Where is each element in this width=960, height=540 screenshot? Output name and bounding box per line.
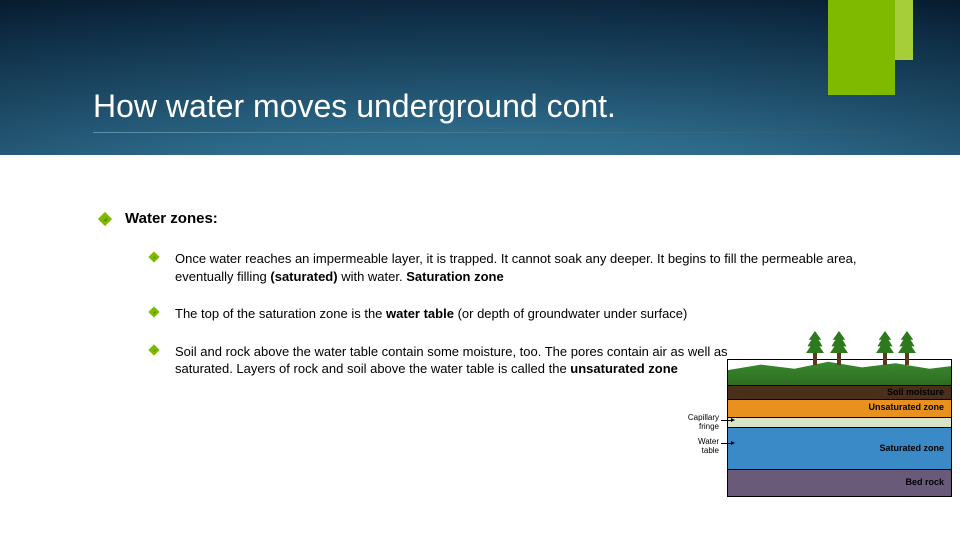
bullet-icon [148, 306, 159, 317]
bullet-icon [98, 212, 112, 226]
title-underline [93, 132, 883, 133]
label-soil-moisture: Soil moisture [887, 387, 944, 397]
tree-icon [897, 331, 917, 365]
tree-icon [829, 331, 849, 365]
bullet-icon [148, 344, 159, 355]
arrow-icon [721, 420, 731, 421]
label-capillary: Capillary fringe [677, 413, 719, 431]
title-band: How water moves underground cont. [0, 0, 960, 155]
accent-tab-light [895, 0, 913, 60]
slide-title: How water moves underground cont. [93, 88, 616, 125]
tree-icon [805, 331, 825, 365]
bullet-text: Once water reaches an impermeable layer,… [175, 251, 856, 284]
label-water-table: Water table [677, 437, 719, 455]
diagram-capillary-layer [727, 417, 952, 427]
heading-text: Water zones: [125, 210, 218, 227]
bullet-icon [148, 251, 159, 262]
accent-tab [828, 0, 895, 95]
tree-icon [875, 331, 895, 365]
label-bedrock: Bed rock [905, 477, 944, 487]
label-unsaturated: Unsaturated zone [868, 402, 944, 412]
groundwater-diagram: Soil moisture Unsaturated zone Saturated… [727, 305, 952, 520]
bullet-level2: Once water reaches an impermeable layer,… [150, 250, 890, 285]
label-saturated: Saturated zone [879, 443, 944, 453]
arrow-icon [721, 443, 731, 444]
bullet-text: The top of the saturation zone is the wa… [175, 306, 687, 321]
